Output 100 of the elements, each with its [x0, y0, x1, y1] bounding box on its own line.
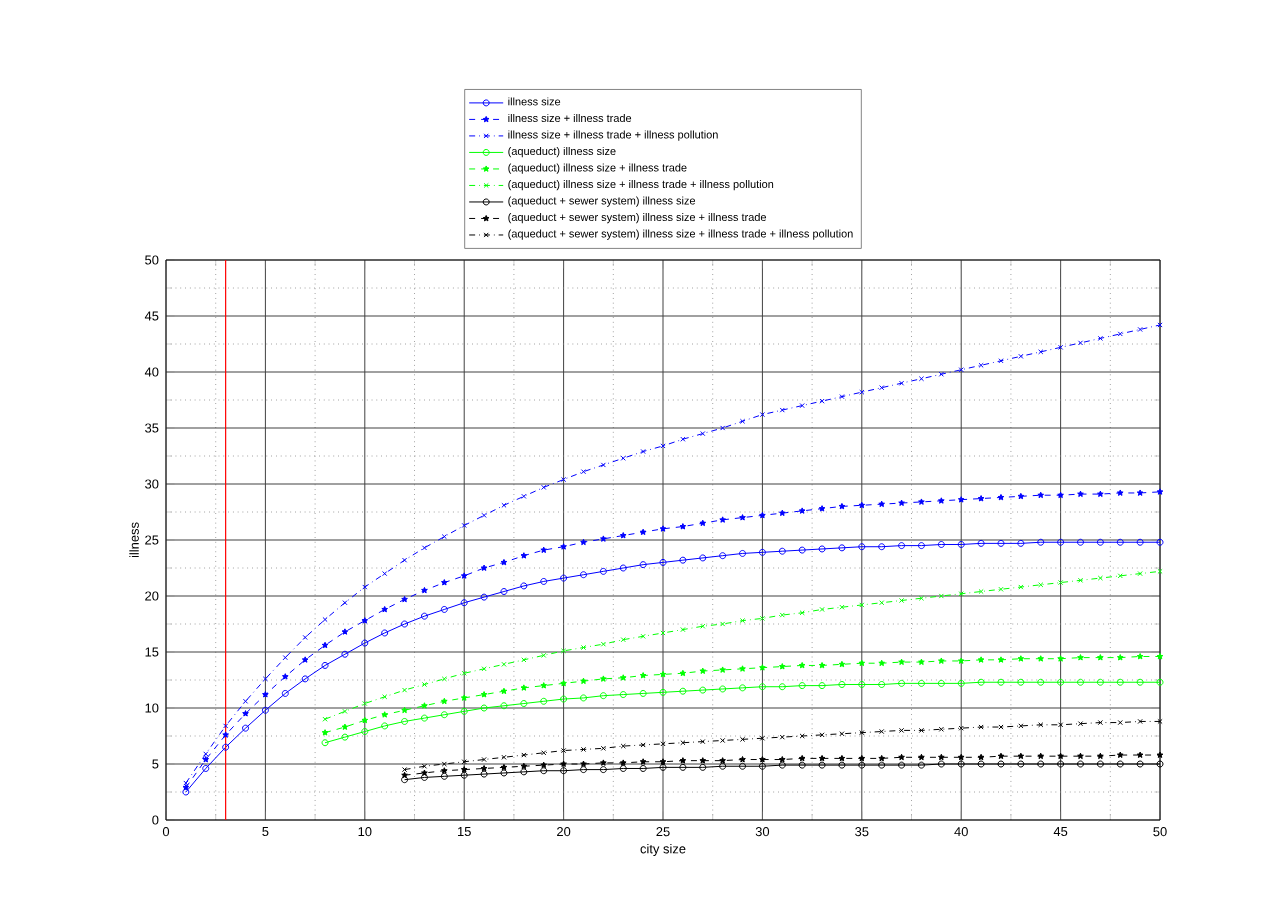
point — [799, 402, 805, 409]
point — [838, 680, 846, 688]
point — [1096, 678, 1104, 686]
point — [958, 725, 964, 731]
point — [401, 620, 409, 628]
point — [362, 584, 368, 590]
point — [599, 766, 607, 774]
point — [779, 407, 785, 413]
point — [321, 661, 329, 669]
point — [1077, 538, 1084, 546]
point — [739, 665, 746, 672]
point — [1116, 489, 1124, 496]
point — [778, 683, 786, 691]
point — [878, 500, 886, 508]
point — [1136, 760, 1144, 768]
point — [978, 588, 984, 595]
point — [878, 754, 886, 762]
point — [580, 538, 587, 546]
point — [957, 657, 965, 664]
point — [977, 656, 985, 663]
point — [898, 380, 905, 386]
point — [720, 737, 726, 744]
point — [322, 716, 328, 722]
point — [659, 525, 667, 532]
point — [799, 733, 805, 739]
point — [758, 548, 766, 556]
point — [461, 522, 467, 529]
point — [401, 687, 408, 693]
point — [619, 691, 627, 699]
point — [997, 678, 1005, 686]
point — [1137, 570, 1143, 577]
point — [501, 502, 507, 508]
point — [202, 764, 210, 772]
point — [878, 659, 886, 667]
point — [739, 684, 747, 692]
point — [878, 761, 886, 769]
point — [560, 543, 567, 550]
point — [778, 761, 786, 769]
point — [1137, 718, 1143, 725]
point — [779, 612, 785, 618]
point — [1116, 760, 1124, 768]
point — [1077, 721, 1084, 727]
point — [719, 552, 727, 560]
point — [679, 687, 687, 695]
point — [679, 669, 687, 677]
point — [420, 773, 428, 781]
point — [779, 734, 785, 740]
point — [261, 706, 269, 714]
point — [938, 726, 944, 732]
point — [639, 758, 647, 765]
point — [918, 727, 925, 734]
point — [758, 683, 766, 691]
point — [918, 498, 925, 505]
point — [540, 697, 548, 705]
point — [341, 628, 349, 635]
point — [1096, 760, 1104, 768]
point — [401, 595, 408, 603]
point — [242, 710, 249, 717]
point — [361, 716, 369, 724]
point — [361, 639, 369, 647]
point — [480, 770, 488, 778]
point — [301, 656, 309, 663]
point — [818, 754, 826, 762]
point — [917, 761, 925, 769]
point — [739, 549, 747, 557]
point — [580, 766, 587, 774]
point — [1058, 344, 1064, 350]
point — [997, 752, 1005, 760]
point — [600, 759, 607, 766]
point — [739, 618, 746, 624]
point — [401, 717, 409, 725]
point — [679, 556, 687, 564]
point — [918, 658, 925, 665]
point — [1038, 722, 1044, 728]
point — [1077, 678, 1084, 686]
point — [501, 661, 507, 667]
point — [342, 600, 348, 606]
point — [580, 760, 587, 767]
point — [719, 757, 726, 764]
point — [1077, 340, 1084, 346]
point — [560, 679, 567, 687]
point — [937, 679, 945, 687]
point — [898, 753, 905, 761]
point — [540, 546, 548, 553]
point — [699, 757, 707, 764]
point — [421, 545, 428, 551]
point — [639, 672, 647, 679]
point — [541, 652, 547, 658]
point — [700, 430, 706, 437]
point — [441, 534, 447, 540]
point — [600, 641, 606, 647]
point — [580, 694, 587, 702]
point — [799, 610, 805, 616]
point — [541, 484, 547, 490]
point — [679, 757, 687, 764]
point — [878, 543, 886, 551]
point — [560, 476, 567, 483]
point — [659, 670, 667, 678]
point — [858, 761, 866, 769]
point — [1017, 760, 1025, 768]
